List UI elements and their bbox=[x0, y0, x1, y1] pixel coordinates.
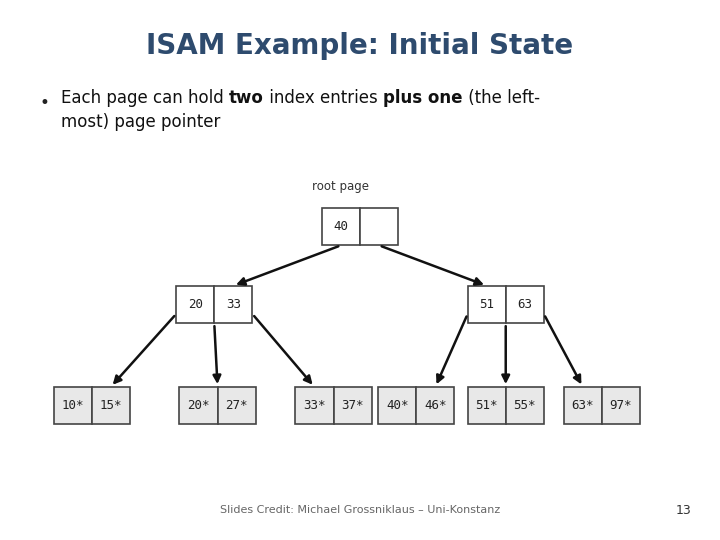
Text: Each page can hold: Each page can hold bbox=[61, 89, 229, 107]
Bar bbox=[217, 387, 256, 424]
Text: ☞: ☞ bbox=[37, 166, 49, 180]
Bar bbox=[564, 387, 602, 424]
Text: 40*: 40* bbox=[386, 399, 408, 412]
Text: 55*: 55* bbox=[513, 399, 536, 412]
Text: 46*: 46* bbox=[424, 399, 446, 412]
Bar bbox=[416, 387, 454, 424]
Bar bbox=[91, 387, 130, 424]
Bar bbox=[53, 387, 91, 424]
Text: 15*: 15* bbox=[99, 399, 122, 412]
Bar bbox=[322, 208, 360, 245]
Bar bbox=[378, 387, 416, 424]
Text: 63: 63 bbox=[517, 298, 532, 311]
Text: 27*: 27* bbox=[225, 399, 248, 412]
Bar bbox=[505, 387, 544, 424]
Bar bbox=[360, 208, 398, 245]
Text: Initial State of ISAM structure: Initial State of ISAM structure bbox=[54, 165, 302, 180]
Text: 20*: 20* bbox=[187, 399, 210, 412]
Text: root page: root page bbox=[312, 180, 369, 193]
Text: 51*: 51* bbox=[475, 399, 498, 412]
Text: 20: 20 bbox=[188, 298, 203, 311]
Text: 97*: 97* bbox=[610, 399, 632, 412]
Text: Slides Credit: Michael Grossniklaus – Uni-Konstanz: Slides Credit: Michael Grossniklaus – Un… bbox=[220, 505, 500, 515]
Text: index entries: index entries bbox=[264, 89, 383, 107]
Bar bbox=[468, 286, 505, 323]
Bar bbox=[179, 387, 217, 424]
Bar bbox=[295, 387, 333, 424]
Text: plus one: plus one bbox=[383, 89, 462, 107]
Text: most) page pointer: most) page pointer bbox=[61, 113, 220, 131]
Text: 51: 51 bbox=[480, 298, 494, 311]
Text: 13: 13 bbox=[675, 504, 691, 517]
Text: 63*: 63* bbox=[572, 399, 594, 412]
Text: 33*: 33* bbox=[303, 399, 325, 412]
Bar bbox=[602, 387, 640, 424]
Text: (the left-: (the left- bbox=[462, 89, 539, 107]
Text: 37*: 37* bbox=[341, 399, 364, 412]
Text: 40: 40 bbox=[333, 220, 348, 233]
Text: two: two bbox=[229, 89, 264, 107]
Bar bbox=[333, 387, 372, 424]
Text: 10*: 10* bbox=[61, 399, 84, 412]
Bar bbox=[468, 387, 505, 424]
Bar bbox=[215, 286, 253, 323]
Text: 33: 33 bbox=[226, 298, 240, 311]
Text: ISAM Example: Initial State: ISAM Example: Initial State bbox=[146, 32, 574, 60]
Bar bbox=[505, 286, 544, 323]
Bar bbox=[176, 286, 215, 323]
Text: •: • bbox=[40, 94, 50, 112]
